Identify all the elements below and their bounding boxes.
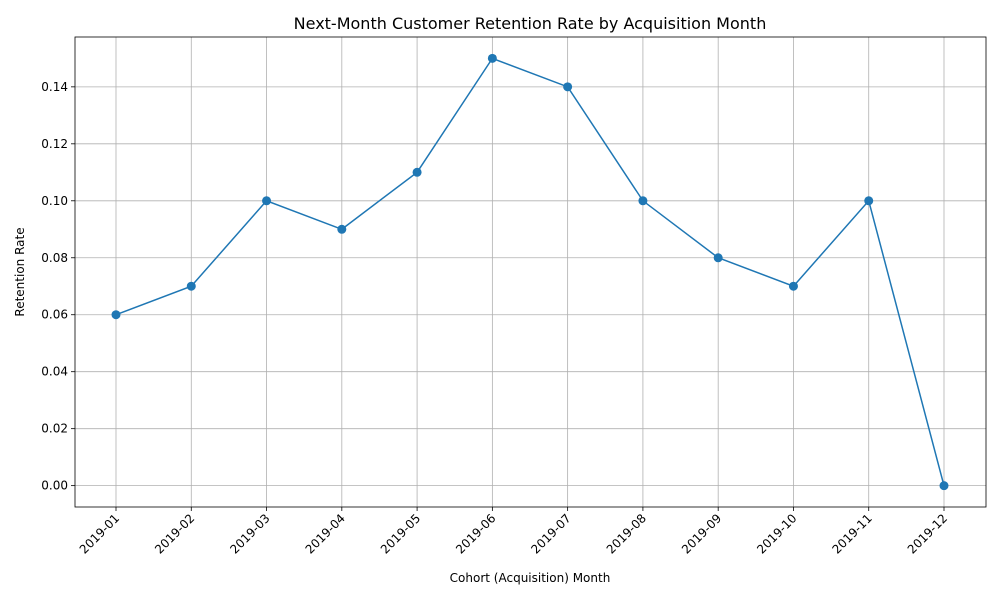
x-tick-label: 2019-02 [152,511,197,556]
x-tick-label: 2019-04 [303,511,348,556]
data-point [262,196,272,206]
y-axis-label: Retention Rate [13,227,27,316]
data-point [487,53,497,63]
x-tick-label: 2019-10 [754,511,799,556]
data-point [111,310,121,320]
y-tick-label: 0.10 [41,194,68,208]
data-point [939,481,949,491]
data-point [638,196,648,206]
axis-ticks: 2019-01 2019-02 2019-03 2019-04 2019-05 2019-… [41,80,950,557]
x-tick-label: 2019-08 [604,511,649,556]
x-tick-label: 2019-06 [453,511,498,556]
data-point [864,196,874,206]
series-line [115,57,945,486]
plot-area-frame [74,36,987,508]
series-layer [111,53,949,491]
chart-title: Next-Month Customer Retention Rate by Ac… [294,14,767,33]
x-tick-label: 2019-09 [679,511,724,556]
x-tick-label: 2019-07 [528,511,573,556]
grid [75,37,986,507]
data-point [186,281,196,291]
x-tick-label: 2019-01 [77,511,122,556]
y-tick-label: 0.04 [41,365,68,379]
data-point [337,224,347,234]
y-tick-label: 0.12 [41,137,68,151]
y-tick-label: 0.14 [41,80,68,94]
x-tick-label: 2019-05 [378,511,423,556]
y-tick-label: 0.02 [41,422,68,436]
y-tick-label: 0.08 [41,251,68,265]
x-tick-label: 2019-12 [905,511,950,556]
y-tick-label: 0.00 [41,479,68,493]
data-point [713,253,723,263]
data-point [788,281,798,291]
x-tick-label: 2019-11 [829,511,874,556]
data-point [412,167,422,177]
x-axis-label: Cohort (Acquisition) Month [450,571,611,585]
x-tick-label: 2019-03 [227,511,272,556]
y-tick-label: 0.06 [41,308,68,322]
data-point [563,82,573,92]
